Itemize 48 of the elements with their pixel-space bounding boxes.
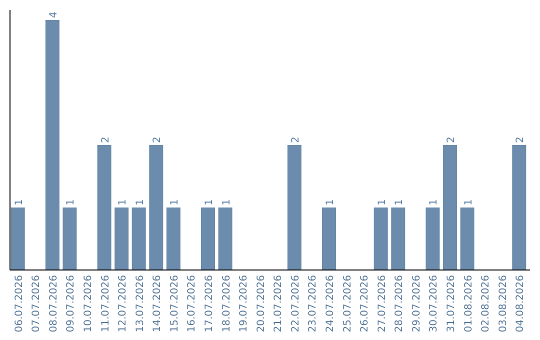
x-tick-label: 01.08.2026 [463, 275, 474, 332]
data-label: 1 [394, 199, 406, 206]
x-tick-label: 14.07.2026 [152, 275, 164, 332]
x-tick-label: 23.07.2026 [308, 275, 319, 332]
data-label: 1 [14, 199, 25, 206]
x-tick-label: 20.07.2026 [256, 275, 267, 332]
data-label: 1 [325, 199, 336, 206]
x-tick-label: 09.07.2026 [66, 275, 77, 332]
x-tick-label: 29.07.2026 [411, 275, 422, 332]
data-label: 2 [446, 136, 457, 143]
x-tick-label: 19.07.2026 [238, 275, 250, 332]
x-tick-label: 25.07.2026 [342, 275, 354, 332]
x-tick-label: 30.07.2026 [428, 275, 440, 332]
data-label: 1 [66, 199, 77, 206]
x-tick-label: 22.07.2026 [290, 275, 302, 332]
x-tick-label: 12.07.2026 [118, 275, 129, 332]
x-tick-label: 31.07.2026 [446, 275, 457, 332]
data-label: 1 [221, 199, 232, 206]
x-tick-label: 10.07.2026 [83, 275, 94, 332]
x-tick-label: 24.07.2026 [325, 275, 336, 332]
data-label: 2 [152, 136, 164, 143]
data-label: 1 [118, 199, 129, 206]
x-tick-label: 16.07.2026 [186, 275, 198, 332]
x-tick-label: 18.07.2026 [221, 275, 232, 332]
x-tick-label: 06.07.2026 [14, 275, 25, 332]
x-tick-label: 13.07.2026 [134, 275, 146, 332]
x-tick-label: 07.07.2026 [31, 275, 42, 332]
x-tick-label: 28.07.2026 [394, 275, 406, 332]
x-tick-label: 04.08.2026 [515, 275, 526, 332]
x-tick-label: 17.07.2026 [204, 275, 215, 332]
data-label: 2 [290, 136, 302, 143]
data-label: 1 [204, 199, 215, 206]
x-tick-label: 15.07.2026 [169, 275, 180, 332]
data-label: 1 [463, 199, 474, 206]
x-tick-label: 03.08.2026 [498, 275, 509, 332]
x-tick-label: 26.07.2026 [360, 275, 371, 332]
data-label: 1 [169, 199, 180, 206]
x-tick-label: 08.07.2026 [48, 275, 60, 332]
data-label: 1 [428, 199, 440, 206]
data-label: 2 [515, 136, 526, 143]
x-tick-label: 27.07.2026 [376, 275, 388, 332]
x-tick-label: 11.07.2026 [100, 275, 112, 332]
data-label: 4 [48, 12, 60, 18]
data-label: 2 [100, 136, 112, 143]
x-tick-label: 21.07.2026 [273, 275, 284, 332]
data-label: 1 [134, 199, 146, 206]
x-tick-label: 02.08.2026 [480, 275, 492, 332]
data-label: 1 [376, 199, 388, 206]
